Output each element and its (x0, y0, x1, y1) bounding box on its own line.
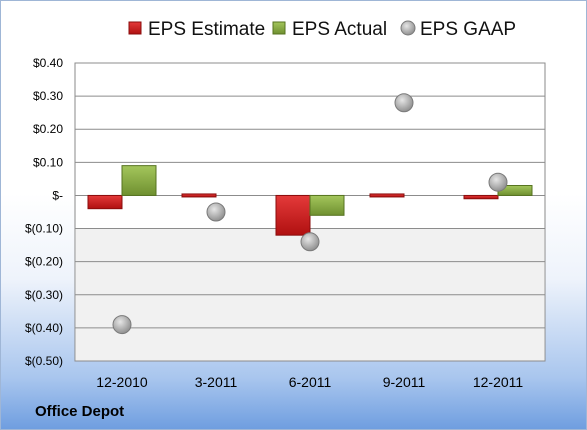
legend-entry: EPS GAAP (420, 19, 516, 40)
x-category-label: 12-2010 (96, 374, 148, 390)
legend-swatch (400, 20, 416, 36)
y-tick-label: $0.20 (33, 122, 63, 136)
bar-eps-estimate (463, 194, 499, 200)
legend-entry: EPS Actual (292, 19, 387, 40)
point-eps-gaap (206, 202, 226, 222)
x-category-label: 9-2011 (383, 374, 426, 390)
legend-entry: EPS Estimate (148, 19, 265, 40)
y-tick-label: $(0.30) (25, 288, 63, 302)
bar-eps-estimate (181, 193, 217, 198)
y-tick-label: $- (52, 188, 63, 202)
bar-eps-estimate (87, 194, 123, 210)
bar-eps-actual (309, 194, 345, 216)
legend-swatch (272, 21, 286, 35)
point-eps-gaap (394, 93, 414, 113)
company-label: Office Depot (35, 403, 125, 420)
y-tick-label: $0.30 (33, 89, 63, 103)
x-category-label: 6-2011 (289, 374, 332, 390)
bar-eps-estimate (275, 194, 311, 236)
bar-eps-estimate (369, 193, 405, 198)
y-tick-label: $(0.50) (25, 354, 63, 368)
bar-eps-actual (121, 165, 157, 196)
y-tick-label: $(0.10) (25, 222, 63, 236)
x-category-label: 3-2011 (195, 374, 238, 390)
y-tick-label: $(0.40) (25, 321, 63, 335)
y-tick-label: $0.40 (33, 56, 63, 70)
point-eps-gaap (300, 232, 320, 252)
point-eps-gaap (112, 315, 132, 335)
y-tick-label: $0.10 (33, 155, 63, 169)
legend-swatch (128, 21, 142, 35)
x-category-label: 12-2011 (473, 374, 524, 390)
point-eps-gaap (488, 172, 508, 192)
y-tick-label: $(0.20) (25, 255, 63, 269)
